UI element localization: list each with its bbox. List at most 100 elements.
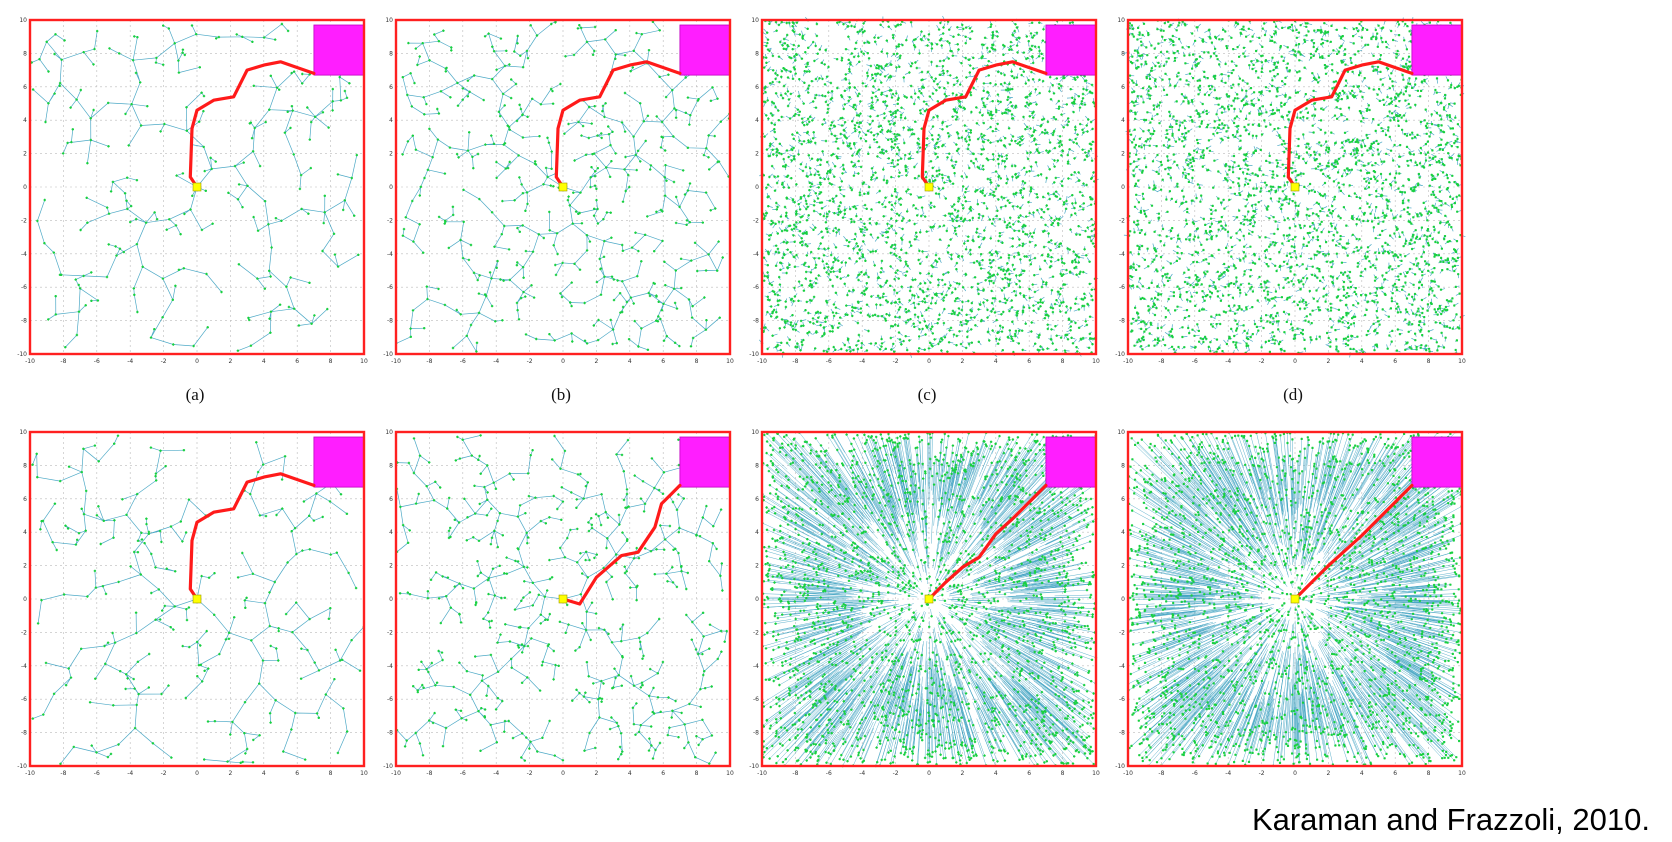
y-tick-label: 2 [1121, 151, 1125, 158]
tree-nodes [1126, 430, 1463, 767]
plot-border [1126, 430, 1464, 768]
x-tick-label: 2 [594, 358, 598, 365]
y-tick-label: 10 [19, 17, 27, 24]
x-tick-label: -6 [94, 770, 100, 777]
y-tick-label: 6 [389, 84, 393, 91]
x-tick-label: 8 [329, 770, 333, 777]
y-tick-label: -6 [21, 284, 27, 291]
x-tick-label: 10 [1092, 358, 1100, 365]
plot-border [760, 430, 1098, 768]
x-tick-label: 0 [561, 770, 565, 777]
x-tick-label: 4 [1360, 770, 1364, 777]
y-tick-label: -4 [1119, 663, 1125, 670]
y-tick-label: 10 [1117, 17, 1125, 24]
x-tick-label: 10 [360, 770, 368, 777]
x-tick-label: 4 [628, 358, 632, 365]
start-node [192, 594, 202, 604]
x-tick-label: 2 [1326, 770, 1330, 777]
x-tick-label: 2 [228, 358, 232, 365]
x-tick-label: 2 [228, 770, 232, 777]
x-tick-label: 0 [561, 358, 565, 365]
y-tick-label: -2 [753, 217, 759, 224]
y-tick-label: -10 [17, 351, 27, 358]
y-tick-label: 4 [755, 117, 759, 124]
y-tick-label: -8 [753, 318, 759, 325]
citation-credit: Karaman and Frazzoli, 2010. [1251, 802, 1650, 837]
start-node [558, 182, 568, 192]
x-tick-label: 0 [195, 358, 199, 365]
x-tick-label: 4 [1360, 358, 1364, 365]
y-tick-label: 2 [23, 151, 27, 158]
x-tick-label: 10 [726, 358, 734, 365]
y-tick-label: -10 [749, 763, 759, 770]
y-tick-label: 8 [755, 462, 759, 469]
x-tick-label: 8 [1061, 770, 1065, 777]
x-tick-label: -10 [1123, 358, 1133, 365]
x-tick-label: -2 [161, 770, 167, 777]
plot-svg: -10-10 -8 -8 -6 -6 -4 -4 -2 -2 0 0 2 2 4 4 6 6 8 8 10 10 [1115, 429, 1466, 777]
y-tick-label: -2 [21, 217, 27, 224]
y-tick-label: -2 [1119, 217, 1125, 224]
x-tick-label: -8 [1158, 358, 1164, 365]
y-tick-label: -10 [1115, 351, 1125, 358]
plot-svg: -10-10 -8 -8 -6 -6 -4 -4 -2 -2 0 0 2 2 4 4 6 6 8 8 10 10 [17, 429, 368, 777]
x-tick-label: -8 [1158, 770, 1164, 777]
x-tick-label: 4 [262, 358, 266, 365]
x-tick-label: 10 [360, 358, 368, 365]
y-tick-label: -8 [21, 318, 27, 325]
goal-region [1045, 436, 1097, 488]
plot-svg: -10-10 -8 -8 -6 -6 -4 -4 -2 -2 0 0 2 2 4 4 6 6 8 8 10 10 [17, 17, 368, 365]
y-tick-label: 0 [23, 184, 27, 191]
x-tick-label: 0 [1293, 770, 1297, 777]
start-node [1290, 182, 1300, 192]
x-tick-label: -6 [460, 770, 466, 777]
y-tick-label: -8 [387, 318, 393, 325]
y-tick-label: -10 [1115, 763, 1125, 770]
y-tick-label: -10 [383, 763, 393, 770]
x-tick-label: -8 [60, 358, 66, 365]
x-tick-label: -2 [893, 358, 899, 365]
x-tick-label: -6 [826, 770, 832, 777]
solution-path [188, 472, 316, 601]
y-tick-label: 2 [755, 563, 759, 570]
y-tick-label: -4 [753, 663, 759, 670]
x-tick-label: -10 [1123, 770, 1133, 777]
y-tick-label: -2 [753, 629, 759, 636]
x-tick-label: 0 [195, 770, 199, 777]
x-tick-label: 6 [1393, 770, 1397, 777]
x-tick-label: 4 [994, 358, 998, 365]
y-tick-label: -8 [387, 730, 393, 737]
x-tick-label: -2 [527, 358, 533, 365]
y-tick-label: 2 [389, 151, 393, 158]
x-tick-label: -10 [25, 770, 35, 777]
x-tick-label: -2 [893, 770, 899, 777]
plot-svg: -10-10 -8 -8 -6 -6 -4 -4 -2 -2 0 0 2 2 4 4 6 6 8 8 10 10 [383, 429, 734, 777]
y-tick-label: -8 [21, 730, 27, 737]
y-tick-label: 2 [755, 151, 759, 158]
tree-nodes [30, 22, 360, 352]
y-tick-label: 6 [23, 496, 27, 503]
y-tick-label: -4 [753, 251, 759, 258]
y-tick-label: -10 [383, 351, 393, 358]
x-tick-label: 10 [726, 770, 734, 777]
x-tick-label: 4 [628, 770, 632, 777]
x-tick-label: -10 [25, 358, 35, 365]
x-tick-label: 8 [1061, 358, 1065, 365]
solution-path [561, 483, 682, 606]
y-tick-label: 0 [755, 596, 759, 603]
plot-panel-bottom-b: -10 -10 -8 -8 -6 -6 -4 -4 -2 -2 0 0 2 2 4 4 6 6 8 8 10 10 [374, 418, 744, 788]
y-tick-label: -6 [387, 284, 393, 291]
x-tick-label: 8 [329, 358, 333, 365]
y-tick-label: -6 [753, 696, 759, 703]
y-tick-label: 0 [755, 184, 759, 191]
x-tick-label: -8 [426, 358, 432, 365]
x-tick-label: -8 [426, 770, 432, 777]
y-tick-label: 2 [1121, 563, 1125, 570]
y-tick-label: -6 [753, 284, 759, 291]
x-tick-label: -6 [94, 358, 100, 365]
x-tick-label: 6 [1027, 770, 1031, 777]
x-tick-label: -4 [127, 358, 133, 365]
solution-path [927, 483, 1048, 601]
y-tick-label: -4 [1119, 251, 1125, 258]
tick-labels: -10-10 -8 -8 -6 -6 -4 -4 -2 -2 0 0 2 2 4 4 6 6 8 8 10 10 [17, 429, 368, 777]
